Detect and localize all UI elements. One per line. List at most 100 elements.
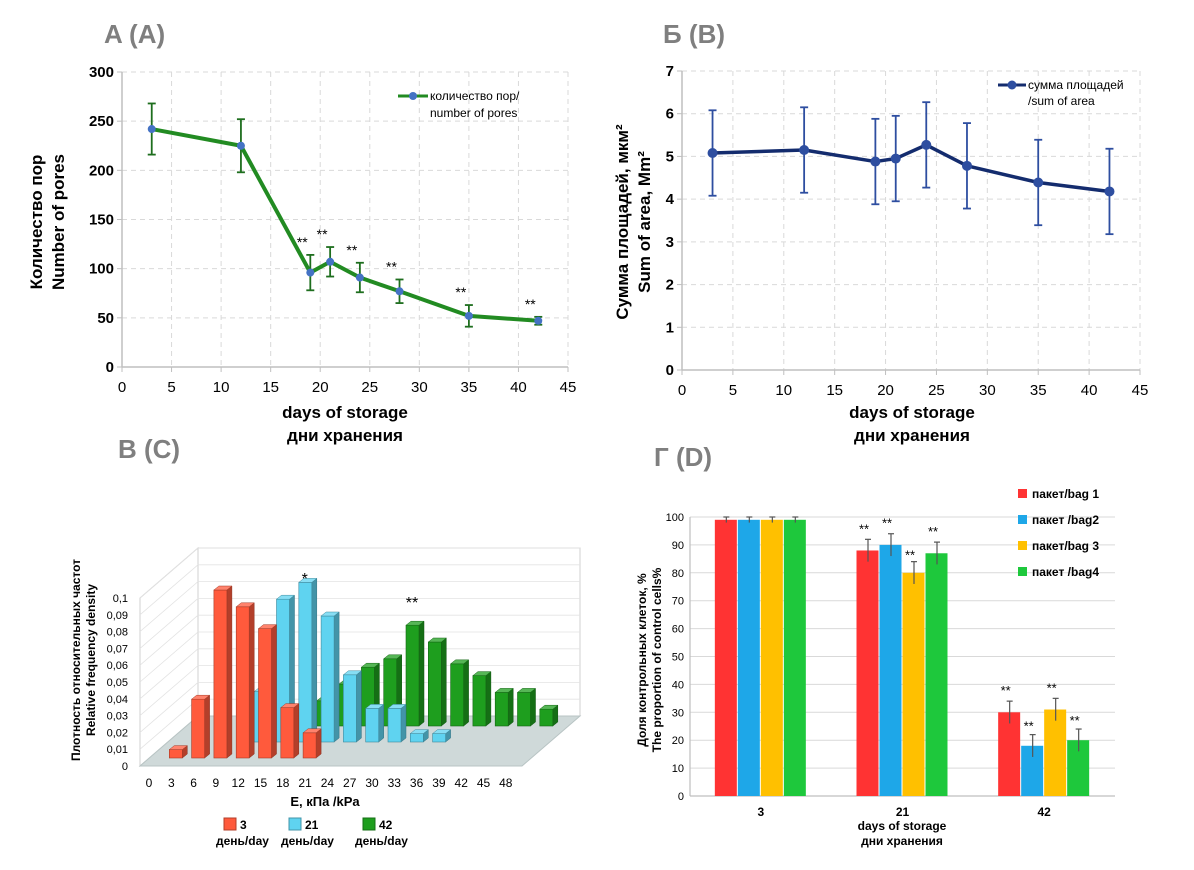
chart-c-ytick: 0 (122, 761, 128, 773)
chart-c-bar-top (235, 602, 255, 608)
chart-c-bar-top (364, 704, 385, 709)
chart-c-bar-side (226, 585, 233, 759)
chart-a-point (326, 257, 335, 266)
chart-c-bar-top (494, 688, 514, 693)
chart-d-ytick: 0 (678, 791, 684, 803)
chart-b-point (1104, 186, 1115, 197)
chart-c-legend-label-top: 42 (379, 818, 393, 832)
chart-b-xtick: 30 (979, 382, 996, 399)
chart-d-ylabel-2: The proportion of control cells% (650, 567, 664, 752)
chart-c-xtick: 48 (499, 776, 513, 790)
chart-c-xtick: 39 (432, 776, 446, 790)
chart-c-bar-top (387, 704, 407, 709)
chart-a-point (147, 125, 156, 134)
chart-c-bar-side (293, 703, 300, 759)
chart-b-legend-label-1: сумма площадей (1028, 78, 1124, 92)
chart-b-ylabel-1: Сумма площадей, мкм² (613, 124, 632, 320)
chart-c-bar-side (315, 728, 322, 759)
chart-c-legend-label-bottom: день/day (281, 834, 334, 848)
chart-c-ytick: 0,06 (107, 660, 128, 672)
chart-d-legend-swatch (1018, 515, 1027, 524)
chart-c-bar-top (405, 620, 425, 626)
chart-c-bar-top (427, 637, 448, 643)
chart-b-ylabel-2: Sum of area, Mm² (635, 151, 654, 293)
chart-c-legend-swatch (223, 817, 237, 831)
chart-c-bar-top (360, 662, 381, 668)
chart-c-xtick: 27 (343, 776, 357, 790)
chart-c-xtick: 6 (190, 776, 197, 790)
chart-b-xtick: 45 (1132, 382, 1149, 399)
chart-a-ytick: 50 (97, 310, 114, 327)
chart-d-legend-swatch (1018, 567, 1027, 576)
chart-c-bar-top (431, 729, 452, 734)
chart-c-bar (298, 582, 313, 743)
chart-d-legend-swatch (1018, 541, 1027, 550)
chart-a-legend-label-2: number of pores (430, 106, 517, 120)
chart-c-bar-side (441, 637, 447, 727)
chart-c-gridline (139, 598, 580, 649)
chart-c-bar-side (378, 703, 384, 743)
chart-c-xtick: 3 (168, 776, 175, 790)
chart-b-xtick: 5 (729, 382, 737, 399)
chart-c-bar (494, 692, 509, 727)
chart-a-xtick: 40 (510, 379, 527, 396)
chart-c-ylabel-2: Relative frequency density (84, 584, 98, 736)
chart-a-legend: количество пор/ number of pores (398, 89, 520, 120)
chart-a-xtick: 20 (312, 379, 329, 396)
chart-d-legend-label: пакет/bag 3 (1032, 539, 1099, 553)
chart-c-ytick: 0,08 (107, 627, 128, 639)
chart-a-series-line (151, 127, 539, 323)
chart-d-bar (879, 544, 902, 796)
chart-c-bar (365, 708, 380, 743)
chart-d-xtick: 21 (896, 805, 910, 819)
chart-d-significance: ** (905, 548, 915, 563)
chart-c-legend-label-bottom: день/day (216, 834, 269, 848)
chart-c-bar-top (302, 728, 322, 734)
chart-b-xtick: 0 (678, 382, 686, 399)
panel-b-label: Б (B) (663, 19, 725, 49)
chart-d-bar (856, 550, 879, 796)
chart-c-gridline (139, 581, 580, 632)
chart-d-significance: ** (1001, 683, 1011, 698)
chart-d-xtick: 3 (757, 805, 764, 819)
chart-a-legend-label-1: количество пор/ (430, 89, 520, 103)
chart-b-legend: сумма площадей /sum of area (998, 78, 1124, 108)
chart-c-bar (213, 589, 228, 759)
chart-c-ytick: 0,07 (107, 643, 128, 655)
chart-d-bar (714, 519, 737, 796)
chart-c-legend-swatch (362, 817, 376, 831)
chart-c-bar-side (248, 602, 255, 759)
chart-c-bar-top (320, 611, 340, 617)
chart-d-ytick: 100 (666, 512, 684, 524)
chart-d-ytick: 30 (672, 707, 684, 719)
chart-a-xtick: 30 (411, 379, 428, 396)
chart-c-xtick: 33 (388, 776, 402, 790)
chart-c-bar-top (280, 703, 300, 708)
chart-c-xlabel: E, кПа /kPa (290, 794, 360, 809)
chart-c-bar-side (463, 659, 469, 727)
chart-a-ytick: 150 (89, 212, 114, 229)
chart-d-legend-label: пакет /bag2 (1032, 513, 1099, 527)
chart-c-bar-top (257, 624, 278, 629)
chart-c-gridline (139, 614, 580, 666)
chart-c-bar (320, 615, 335, 743)
chart-d-ytick: 60 (672, 624, 684, 636)
chart-b-xlabel-1: days of storage (849, 403, 975, 422)
chart-c-bar-top (539, 704, 559, 710)
chart-b-ytick: 0 (666, 362, 674, 379)
chart-d-significance: ** (1047, 680, 1057, 695)
chart-c-legend-swatch (288, 817, 302, 831)
chart-b-ytick: 7 (666, 63, 674, 80)
chart-c-xtick: 15 (254, 776, 268, 790)
chart-a: A (A) 0 5 10 15 20 25 30 35 40 45 0 50 100 150 200 250 3… (27, 19, 576, 445)
chart-a-xtick: 10 (213, 379, 230, 396)
chart-c-gridline (139, 547, 580, 599)
chart-c-bar (432, 733, 446, 743)
chart-c-ytick: 0,04 (107, 694, 128, 706)
chart-a-significance: ** (525, 296, 536, 312)
chart-c-bar-top (516, 688, 537, 693)
chart-d-bar (737, 519, 760, 796)
chart-a-point (395, 287, 404, 296)
chart-b-xtick: 15 (826, 382, 843, 399)
chart-c-gridline (139, 648, 580, 700)
